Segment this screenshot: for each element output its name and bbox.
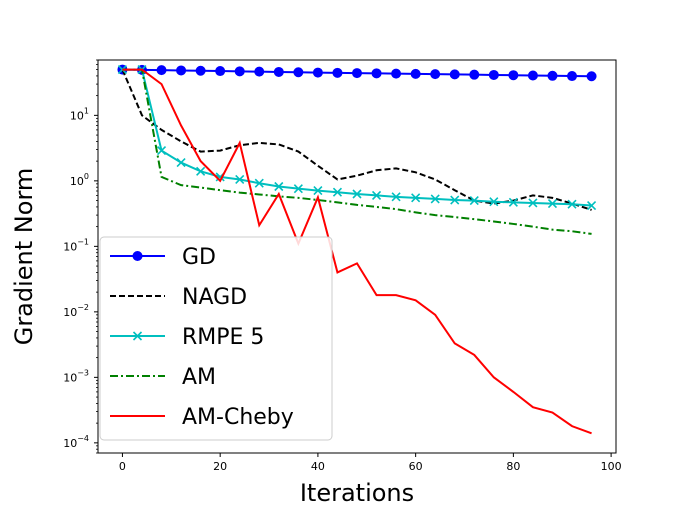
x-tick-label: 60 <box>409 460 423 473</box>
y-axis-title: Gradient Norm <box>10 168 38 346</box>
series-line-3 <box>122 68 592 235</box>
series-2-point <box>332 187 343 197</box>
plot-area <box>117 64 597 435</box>
legend-box <box>99 236 333 441</box>
series-2-point <box>352 189 362 199</box>
y-tick-label: 10−4 <box>63 434 89 450</box>
series-0-point <box>312 67 323 78</box>
legend-label-2: RMPE 5 <box>182 325 264 350</box>
series-0-point <box>195 65 206 76</box>
series-2-point <box>450 195 460 205</box>
series-2-point <box>469 196 479 206</box>
series-2-point <box>547 199 558 209</box>
x-tick-label: 20 <box>213 460 227 473</box>
series-0-point <box>547 70 558 81</box>
legend-marker-0 <box>132 251 143 261</box>
y-tick-label: 101 <box>70 106 89 122</box>
series-0-point <box>176 65 187 76</box>
series-2-point <box>371 190 382 200</box>
series-2-point <box>528 198 538 208</box>
series-2-point <box>156 146 167 156</box>
x-tick-label: 80 <box>506 460 520 473</box>
series-2-point <box>567 199 577 209</box>
x-tick-label: 100 <box>601 460 622 473</box>
x-axis-title: Iterations <box>300 479 414 507</box>
series-2-point <box>508 197 518 207</box>
series-2-point <box>176 158 186 168</box>
series-0-point <box>508 70 519 81</box>
series-2-point <box>293 184 303 194</box>
x-tick-label: 0 <box>119 460 126 473</box>
series-0-point <box>586 71 597 82</box>
series-0-point <box>273 66 284 77</box>
series-2-point <box>254 178 264 188</box>
series-0-point <box>410 68 421 79</box>
y-tick-label: 100 <box>70 172 89 188</box>
series-0-point <box>156 65 167 76</box>
series-2-point <box>430 194 440 204</box>
y-tick-label: 10−1 <box>63 237 89 253</box>
series-0-point <box>371 68 382 79</box>
series-2-point <box>196 166 206 176</box>
series-0-point <box>352 68 362 79</box>
y-tick-label: 10−3 <box>63 368 89 384</box>
series-0-point <box>430 69 441 80</box>
series-0-point <box>391 68 402 79</box>
series-0-point <box>488 69 499 80</box>
legend-label-1: NAGD <box>182 285 247 310</box>
legend-label-4: AM-Cheby <box>182 405 294 430</box>
series-0-point <box>254 66 265 77</box>
series-0-point <box>215 66 226 77</box>
legend-marker-2 <box>132 331 143 341</box>
series-line-4 <box>122 68 592 435</box>
series-0-point <box>527 70 538 81</box>
legend-label-0: GD <box>182 245 216 270</box>
series-2-point <box>313 186 323 196</box>
x-tick-label: 40 <box>311 460 325 473</box>
legend-label-3: AM <box>182 365 216 390</box>
series-0-point <box>449 69 460 80</box>
series-line-1 <box>121 69 592 211</box>
series-2-point <box>411 193 421 203</box>
series-2-point <box>489 197 499 207</box>
series-0-point <box>332 67 343 78</box>
series-2-point <box>235 174 245 185</box>
series-2-point <box>391 192 401 202</box>
y-tick-label: 10−2 <box>63 303 89 319</box>
series-0-point <box>567 71 578 82</box>
series-0-point <box>469 69 480 80</box>
series-2-point <box>587 200 597 211</box>
axes: 0 20 40 60 80 100 101 100 10−1 10−2 10−3 10−4 <box>63 59 622 473</box>
legend: GD NAGD RMPE 5 AM AM-Cheby <box>99 236 333 441</box>
series-0-point <box>234 66 245 77</box>
series-0-point <box>293 67 304 78</box>
series-2-point <box>274 181 284 192</box>
